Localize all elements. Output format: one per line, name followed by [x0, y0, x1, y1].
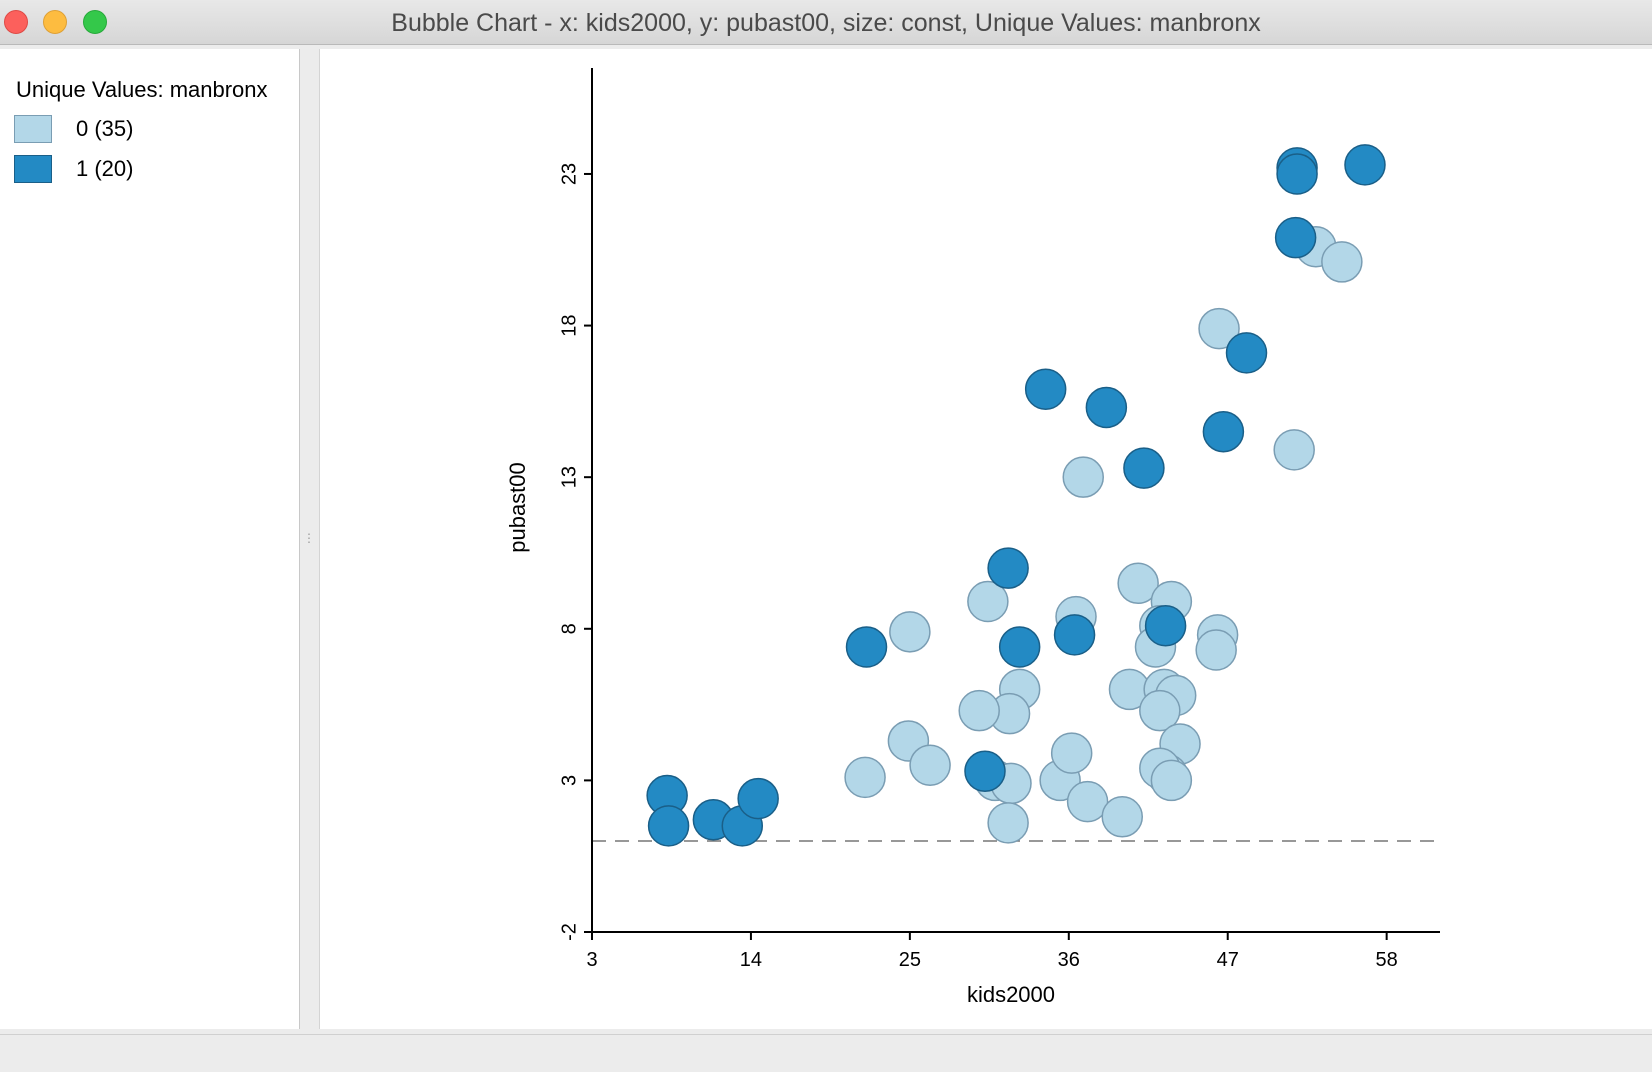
data-point-series-1: [845, 626, 888, 668]
window-title: Bubble Chart - x: kids2000, y: pubast00,…: [391, 9, 1261, 37]
plot-panel: 3 14 25 36 47 58 -2 3 8 13 18 23 kids2000 pubast00: [320, 49, 1652, 1029]
x-tick-label: 14: [740, 949, 762, 971]
data-point-series-0: [1321, 241, 1363, 283]
data-point-series-1: [1085, 386, 1128, 429]
data-point-series-1: [1276, 153, 1318, 195]
y-tick-label: -2: [558, 923, 580, 941]
data-point-series-0: [1198, 307, 1240, 350]
data-point-series-0: [958, 689, 1000, 732]
status-bar: [0, 1034, 1652, 1072]
legend-label-1: 1 (20): [76, 156, 134, 181]
data-point-series-0: [1150, 759, 1193, 802]
data-point-series-1: [1225, 332, 1268, 374]
data-point-series-1: [1144, 605, 1187, 647]
legend-title: Unique Values: manbronx: [16, 77, 268, 102]
data-point-series-1: [737, 777, 779, 820]
panel-splitter[interactable]: ⋮: [300, 49, 320, 1029]
y-tick-label: 3: [558, 775, 580, 786]
data-point-series-0: [889, 611, 931, 653]
data-point-series-0: [1101, 796, 1144, 838]
data-point-series-1: [1344, 144, 1386, 186]
data-point-series-0: [844, 756, 886, 799]
data-point-series-0: [967, 580, 1009, 623]
x-axis-label: kids2000: [967, 982, 1055, 1007]
data-point-series-1: [1024, 368, 1067, 410]
data-point-series-0: [1117, 562, 1159, 605]
minimize-window-button[interactable]: [43, 10, 67, 34]
data-point-series-0: [1066, 780, 1109, 823]
data-point-series-1: [1202, 410, 1245, 453]
data-point-series-0: [1062, 456, 1104, 498]
splitter-grip-icon[interactable]: ⋮: [303, 531, 315, 545]
data-point-series-1: [1053, 614, 1096, 656]
y-axis-label: pubast00: [505, 462, 530, 553]
x-tick-label: 25: [899, 949, 921, 971]
close-window-button[interactable]: [4, 10, 28, 34]
data-point-series-1: [964, 750, 1006, 793]
x-tick-label: 3: [586, 949, 597, 971]
data-point-series-0: [1195, 629, 1237, 671]
x-tick-label: 47: [1217, 949, 1239, 971]
x-tick-label: 36: [1058, 949, 1080, 971]
data-point-series-0: [1139, 689, 1181, 732]
maximize-window-button[interactable]: [83, 10, 107, 34]
data-point-series-0: [987, 802, 1029, 844]
y-tick-label: 8: [558, 623, 580, 634]
data-point-series-1: [647, 805, 690, 847]
legend-panel: Unique Values: manbronx 0 (35) 1 (20): [0, 49, 300, 1029]
y-tick-label: 23: [558, 163, 580, 185]
data-point-series-1: [998, 626, 1041, 668]
data-point-series-1: [987, 547, 1029, 589]
data-point-series-0: [1273, 429, 1315, 471]
title-bar: Bubble Chart - x: kids2000, y: pubast00,…: [0, 0, 1652, 45]
legend-label-0: 0 (35): [76, 116, 134, 141]
y-tick-label: 13: [558, 466, 580, 488]
data-point-series-1: [1274, 216, 1317, 259]
legend-swatch-0: [14, 115, 52, 143]
data-point-series-1: [1123, 447, 1165, 489]
legend-swatch-1: [14, 155, 52, 183]
x-tick-label: 58: [1376, 949, 1398, 971]
data-point-series-0: [1050, 732, 1093, 774]
bubble-chart: 3 14 25 36 47 58 -2 3 8 13 18 23 kids2000 pubast00: [505, 68, 1440, 1007]
data-point-series-0: [909, 744, 951, 786]
y-tick-label: 18: [558, 314, 580, 336]
